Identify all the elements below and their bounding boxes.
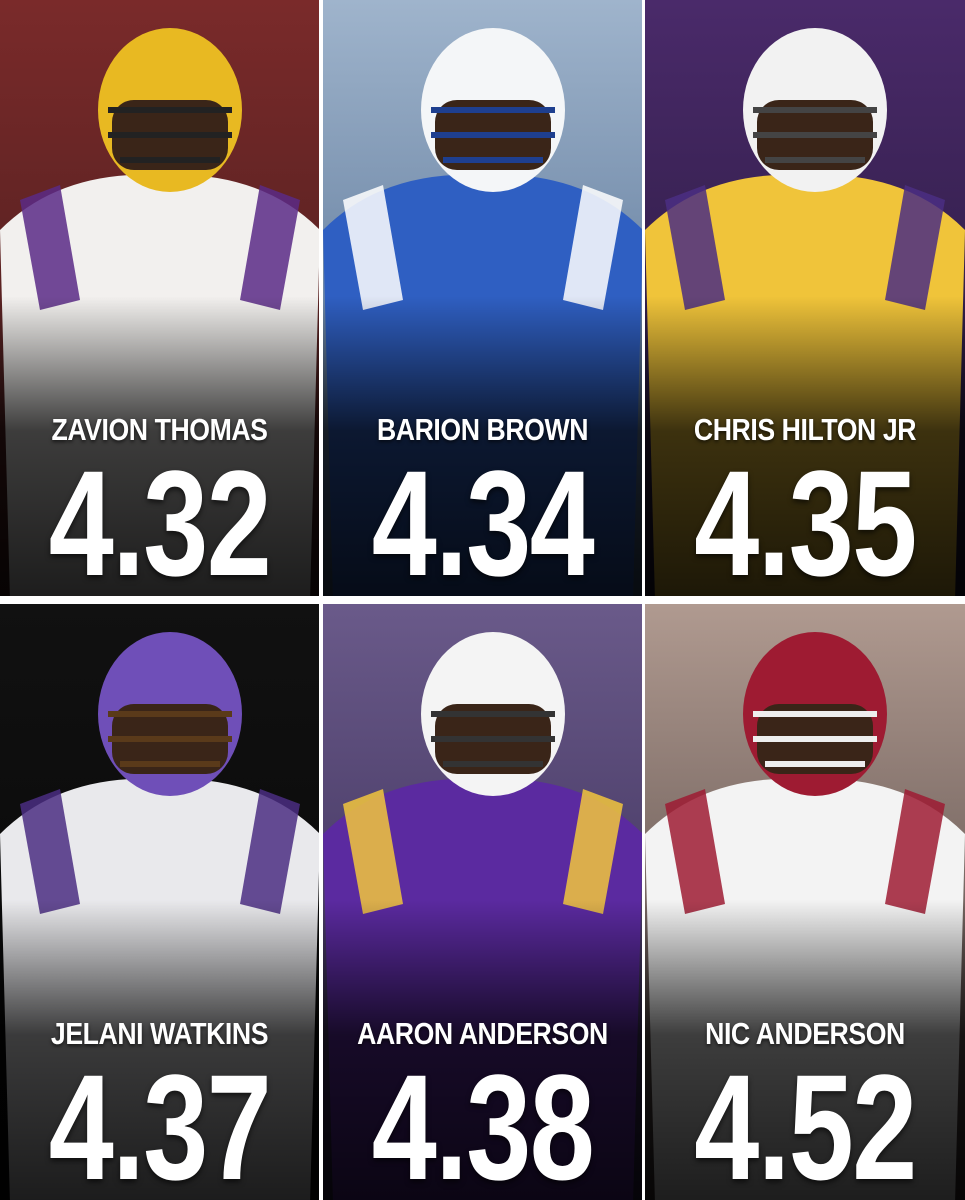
- sleeve-stripe: [665, 185, 725, 310]
- sleeve-stripe: [20, 789, 80, 914]
- player-card: AARON ANDERSON 4.38: [323, 604, 642, 1200]
- player-card: ZAVION THOMAS 4.32: [0, 0, 319, 596]
- sleeve-stripe: [563, 789, 623, 914]
- player-name: ZAVION THOMAS: [51, 412, 268, 447]
- forty-time: 4.38: [371, 1043, 595, 1200]
- shade: [323, 900, 642, 1200]
- forty-time: 4.32: [48, 439, 272, 596]
- forty-time: 4.52: [694, 1043, 917, 1200]
- shade: [0, 296, 319, 596]
- player-name: AARON ANDERSON: [357, 1016, 608, 1051]
- sleeve-stripe: [240, 185, 300, 310]
- player-card: CHRIS HILTON JR 4.35: [645, 0, 965, 596]
- shade: [0, 900, 319, 1200]
- player-card: NIC ANDERSON 4.52: [645, 604, 965, 1200]
- shade: [645, 900, 965, 1200]
- sleeve-stripe: [885, 185, 945, 310]
- forty-time: 4.34: [371, 439, 595, 596]
- player-name: NIC ANDERSON: [705, 1016, 905, 1051]
- facemask: [431, 711, 555, 767]
- sleeve-stripe: [343, 789, 403, 914]
- sleeve-stripe: [240, 789, 300, 914]
- facemask: [108, 107, 232, 163]
- sleeve-stripe: [885, 789, 945, 914]
- player-card: JELANI WATKINS 4.37: [0, 604, 319, 1200]
- sleeve-stripe: [665, 789, 725, 914]
- sleeve-stripe: [20, 185, 80, 310]
- facemask: [753, 711, 877, 767]
- player-card: BARION BROWN 4.34: [323, 0, 642, 596]
- player-name: JELANI WATKINS: [50, 1016, 269, 1051]
- forty-time: 4.37: [48, 1043, 272, 1200]
- forty-time: 4.35: [694, 439, 917, 596]
- shade: [323, 296, 642, 596]
- player-name: BARION BROWN: [376, 412, 589, 447]
- player-name: CHRIS HILTON JR: [693, 412, 917, 447]
- sleeve-stripe: [563, 185, 623, 310]
- facemask: [108, 711, 232, 767]
- facemask: [753, 107, 877, 163]
- sleeve-stripe: [343, 185, 403, 310]
- facemask: [431, 107, 555, 163]
- shade: [645, 296, 965, 596]
